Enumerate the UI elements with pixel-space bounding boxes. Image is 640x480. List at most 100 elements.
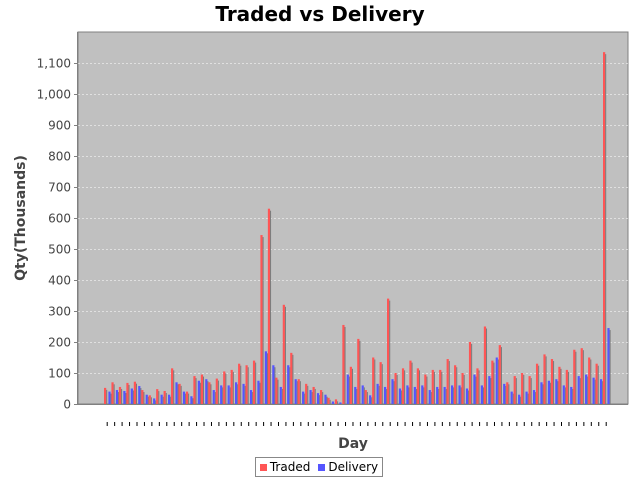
bar-delivery [592, 377, 595, 404]
bar-shadow [404, 370, 406, 404]
bar-traded [476, 368, 479, 404]
bar-delivery [294, 379, 297, 404]
x-axis-label: Day [338, 436, 368, 452]
bar-traded [595, 363, 598, 404]
bar-shadow [426, 376, 428, 404]
bar-delivery [108, 391, 111, 404]
bar-shadow [222, 387, 224, 404]
bar-traded [349, 366, 352, 404]
bar-delivery [227, 385, 230, 404]
bar-shadow [453, 387, 455, 404]
y-axis-label: Qty(Thousands) [13, 155, 29, 281]
y-tick-label: 600 [48, 212, 71, 226]
bar-shadow [557, 381, 559, 404]
y-tick-label: 400 [48, 274, 71, 288]
bar-traded [372, 357, 375, 404]
bar-shadow [378, 385, 380, 404]
legend-entry-delivery: Delivery [318, 460, 378, 474]
bar-traded [141, 390, 144, 404]
bar-shadow [490, 378, 492, 404]
bar-traded [461, 373, 464, 404]
bar-shadow [542, 384, 544, 404]
bar-delivery [257, 380, 260, 404]
bar-traded [245, 365, 248, 404]
bar-traded [104, 387, 107, 404]
bar-traded [208, 382, 211, 404]
bar-shadow [381, 364, 383, 404]
bar-delivery [242, 383, 245, 404]
bar-traded [215, 378, 218, 404]
bar-traded [603, 52, 606, 405]
legend-swatch-traded [259, 463, 267, 471]
bar-shadow [180, 385, 182, 404]
bar-shadow [423, 387, 425, 404]
legend-swatch-delivery [318, 463, 326, 471]
bar-traded [319, 390, 323, 404]
bar-shadow [371, 397, 373, 404]
bar-delivery [324, 394, 327, 404]
bar-traded [275, 377, 278, 404]
bar-shadow [438, 388, 440, 404]
bar-shadow [322, 392, 324, 404]
bar-traded [513, 376, 516, 404]
bar-shadow [292, 354, 294, 404]
bar-shadow [262, 237, 264, 404]
bar-shadow [106, 389, 108, 404]
bar-delivery [458, 385, 461, 404]
bar-shadow [203, 376, 205, 404]
bar-delivery [145, 394, 148, 404]
y-tick-label: 1,000 [37, 88, 71, 102]
bar-delivery [518, 394, 521, 404]
bar-shadow [277, 379, 279, 404]
bar-shadow [229, 387, 231, 404]
bar-traded [506, 382, 509, 404]
bar-traded [431, 369, 434, 404]
bar-shadow [500, 347, 502, 404]
bar-traded [357, 338, 360, 404]
bar-delivery [398, 388, 402, 404]
bar-traded [200, 374, 204, 404]
bar-shadow [448, 361, 450, 404]
bar-shadow [319, 395, 321, 404]
bar-delivery [421, 385, 424, 404]
bar-traded [260, 235, 263, 404]
bar-delivery [510, 391, 513, 404]
bar-shadow [374, 359, 376, 404]
bar-shadow [433, 371, 435, 404]
bar-delivery [212, 390, 215, 404]
bar-shadow [247, 367, 249, 404]
chart-title: Traded vs Delivery [215, 2, 425, 26]
y-tick-label: 300 [48, 305, 71, 319]
bar-traded [252, 360, 256, 404]
bar-shadow [329, 399, 331, 404]
bar-shadow [520, 396, 522, 404]
bar-shadow [463, 375, 465, 404]
bar-shadow [252, 392, 254, 404]
bar-shadow [284, 306, 286, 404]
bar-traded [550, 359, 554, 404]
bar-delivery [488, 376, 491, 404]
bar-delivery [540, 382, 543, 404]
bar-delivery [495, 357, 498, 404]
bar-delivery [383, 386, 387, 404]
bar-delivery [585, 374, 588, 404]
bar-traded [409, 360, 412, 404]
y-tick-label: 1,100 [37, 57, 71, 71]
bar-traded [558, 366, 561, 404]
bar-shadow [478, 370, 480, 404]
bar-delivery [279, 386, 282, 404]
bar-shadow [158, 391, 160, 404]
y-tick-label: 200 [48, 336, 71, 350]
bar-shadow [195, 378, 197, 404]
bar-shadow [147, 396, 149, 404]
y-tick-label: 0 [63, 398, 71, 412]
bar-shadow [408, 387, 410, 404]
bar-delivery [167, 394, 171, 404]
bar-shadow [389, 300, 391, 404]
bar-shadow [445, 388, 447, 404]
bar-shadow [605, 54, 607, 405]
bar-traded [334, 399, 338, 404]
bar-delivery [346, 374, 349, 404]
bar-traded [267, 208, 271, 404]
bar-shadow [602, 381, 604, 404]
